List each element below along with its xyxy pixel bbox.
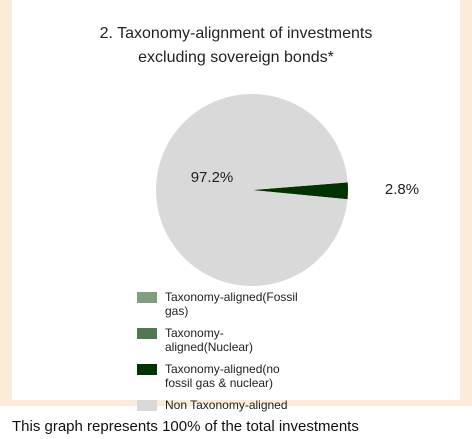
legend-swatch — [137, 400, 157, 411]
legend-swatch — [137, 364, 157, 375]
pie-chart: 2.8% 97.2% — [155, 93, 419, 286]
legend-item: Taxonomy-aligned(no fossil gas & nuclear… — [137, 362, 357, 390]
legend-label: Taxonomy-aligned(Fossil gas) — [165, 290, 298, 318]
data-label: 2.8% — [385, 181, 419, 198]
legend-item: Taxonomy-aligned(Nuclear) — [137, 326, 357, 354]
pie-slice — [252, 182, 348, 200]
legend-label: Taxonomy-aligned(no fossil gas & nuclear… — [165, 362, 280, 390]
chart-title: 2. Taxonomy-alignment of investments exc… — [99, 25, 373, 66]
legend: Taxonomy-aligned(Fossil gas) Taxonomy-ali… — [137, 290, 357, 420]
legend-swatch — [137, 292, 157, 303]
data-label: 97.2% — [191, 169, 234, 186]
pie-slice — [155, 93, 348, 286]
legend-label: Taxonomy-aligned(Nuclear) — [165, 326, 254, 354]
frame: 2. Taxonomy-alignment of investments exc… — [0, 0, 472, 412]
legend-item: Non Taxonomy-aligned — [137, 398, 357, 412]
footnote: This graph represents 100% of the total … — [12, 418, 359, 435]
legend-swatch — [137, 328, 157, 339]
legend-label: Non Taxonomy-aligned — [165, 398, 288, 412]
panel: 2. Taxonomy-alignment of investments exc… — [12, 0, 460, 412]
legend-item: Taxonomy-aligned(Fossil gas) — [137, 290, 357, 318]
